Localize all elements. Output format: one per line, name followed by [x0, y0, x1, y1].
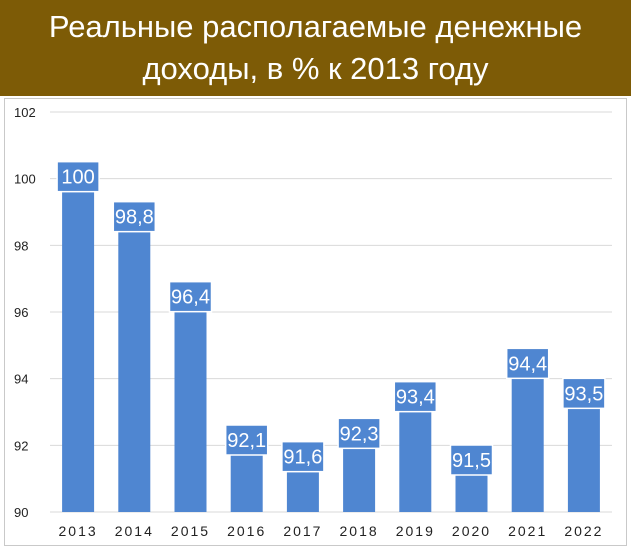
- data-label: 96,4: [171, 287, 210, 309]
- data-label-box: [393, 380, 438, 413]
- x-tick-label: 2020: [452, 523, 491, 539]
- y-tick-label: 102: [14, 105, 36, 120]
- x-tick-label: 2014: [115, 523, 154, 539]
- data-label-box: [224, 424, 269, 456]
- bar: [174, 298, 207, 512]
- x-tick-label: 2019: [396, 523, 435, 539]
- x-tick-label: 2016: [227, 523, 266, 539]
- data-label-box: [505, 347, 550, 380]
- data-label: 91,5: [452, 450, 491, 472]
- bar: [567, 395, 600, 512]
- data-label: 93,5: [564, 383, 603, 405]
- bar: [62, 178, 95, 512]
- data-label: 92,1: [227, 430, 266, 452]
- x-tick-label: 2021: [508, 523, 547, 539]
- y-tick-label: 92: [14, 438, 28, 453]
- data-label: 93,4: [396, 387, 435, 409]
- data-label-box: [337, 417, 381, 450]
- y-tick-label: 90: [14, 505, 28, 520]
- title-banner: Реальные располагаемые денежные доходы, …: [0, 0, 631, 96]
- data-label: 91,6: [283, 447, 322, 469]
- data-label: 94,4: [508, 353, 547, 375]
- bar: [399, 398, 432, 512]
- y-tick-label: 96: [14, 305, 28, 320]
- x-tick-label: 2013: [59, 523, 98, 539]
- x-tick-label: 2017: [283, 523, 322, 539]
- data-label-box: [449, 444, 494, 476]
- y-tick-label: 100: [14, 172, 36, 187]
- data-label-box: [112, 200, 157, 233]
- data-label-box: [562, 377, 606, 410]
- y-tick-label: 98: [14, 238, 28, 253]
- y-tick-label: 94: [14, 372, 28, 387]
- data-label: 100: [61, 167, 94, 189]
- x-tick-label: 2018: [340, 523, 379, 539]
- data-label: 98,8: [115, 207, 154, 229]
- chart-title: Реальные располагаемые денежные доходы, …: [48, 9, 583, 86]
- x-tick-label: 2022: [564, 523, 603, 539]
- data-label: 92,3: [340, 423, 379, 445]
- x-tick-label: 2015: [171, 523, 210, 539]
- bar: [511, 365, 544, 512]
- data-label-box: [56, 160, 100, 193]
- bar: [118, 218, 151, 512]
- data-label-box: [281, 440, 325, 473]
- data-label-box: [168, 280, 213, 313]
